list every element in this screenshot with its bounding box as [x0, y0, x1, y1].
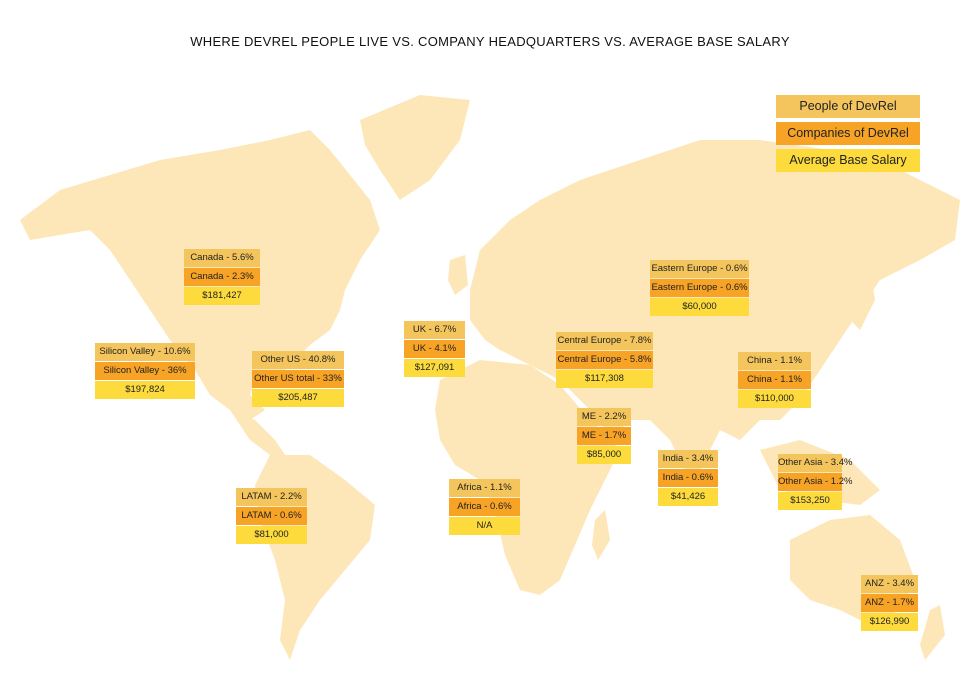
region-box-central-europe: Central Europe - 7.8% Central Europe - 5.…: [556, 332, 653, 388]
legend-companies: Companies of DevRel: [776, 122, 920, 145]
silicon-valley-companies-label: Silicon Valley - 36%: [95, 362, 195, 380]
latam-people-label: LATAM - 2.2%: [236, 488, 307, 506]
other-asia-people-label: Other Asia - 3.4%: [778, 454, 852, 472]
region-box-canada: Canada - 5.6% Canada - 2.3% $181,427: [184, 249, 260, 305]
me-salary-label: $85,000: [577, 446, 631, 464]
africa-salary-label: N/A: [449, 517, 520, 535]
eastern-europe-people-label: Eastern Europe - 0.6%: [650, 260, 749, 278]
new-zealand: [920, 605, 945, 660]
india-salary-label: $41,426: [658, 488, 718, 506]
greenland: [360, 95, 470, 200]
china-salary-label: $110,000: [738, 390, 811, 408]
south-america: [255, 455, 375, 660]
legend-people: People of DevRel: [776, 95, 920, 118]
canada-people-label: Canada - 5.6%: [184, 249, 260, 267]
canada-salary-label: $181,427: [184, 287, 260, 305]
uk-islands: [448, 255, 468, 295]
central-europe-salary-label: $117,308: [556, 370, 653, 388]
uk-companies-label: UK - 4.1%: [404, 340, 465, 358]
africa: [435, 360, 620, 595]
india-companies-label: India - 0.6%: [658, 469, 718, 487]
region-box-other-asia: Other Asia - 3.4% Other Asia - 1.2% $153,2…: [778, 454, 852, 510]
canada-companies-label: Canada - 2.3%: [184, 268, 260, 286]
region-box-silicon-valley: Silicon Valley - 10.6% Silicon Valley - 3…: [95, 343, 195, 399]
region-box-uk: UK - 6.7% UK - 4.1% $127,091: [404, 321, 465, 377]
africa-companies-label: Africa - 0.6%: [449, 498, 520, 516]
infographic-title: WHERE DEVREL PEOPLE LIVE VS. COMPANY HEA…: [190, 34, 790, 49]
me-people-label: ME - 2.2%: [577, 408, 631, 426]
madagascar: [592, 510, 610, 560]
legend: People of DevRel Companies of DevRel Ave…: [776, 95, 920, 172]
latam-companies-label: LATAM - 0.6%: [236, 507, 307, 525]
region-box-other-us: Other US - 40.8% Other US total - 33% $205…: [252, 351, 344, 407]
africa-people-label: Africa - 1.1%: [449, 479, 520, 497]
other-us-salary-label: $205,487: [252, 389, 344, 407]
india-people-label: India - 3.4%: [658, 450, 718, 468]
uk-people-label: UK - 6.7%: [404, 321, 465, 339]
central-america: [230, 410, 285, 455]
silicon-valley-people-label: Silicon Valley - 10.6%: [95, 343, 195, 361]
silicon-valley-salary-label: $197,824: [95, 381, 195, 399]
region-box-eastern-europe: Eastern Europe - 0.6% Eastern Europe - 0.…: [650, 260, 749, 316]
anz-companies-label: ANZ - 1.7%: [861, 594, 918, 612]
central-europe-companies-label: Central Europe - 5.8%: [556, 351, 653, 369]
china-people-label: China - 1.1%: [738, 352, 811, 370]
anz-people-label: ANZ - 3.4%: [861, 575, 918, 593]
region-box-latam: LATAM - 2.2% LATAM - 0.6% $81,000: [236, 488, 307, 544]
region-box-india: India - 3.4% India - 0.6% $41,426: [658, 450, 718, 506]
china-companies-label: China - 1.1%: [738, 371, 811, 389]
region-box-anz: ANZ - 3.4% ANZ - 1.7% $126,990: [861, 575, 918, 631]
me-companies-label: ME - 1.7%: [577, 427, 631, 445]
anz-salary-label: $126,990: [861, 613, 918, 631]
legend-salary: Average Base Salary: [776, 149, 920, 172]
uk-salary-label: $127,091: [404, 359, 465, 377]
region-box-africa: Africa - 1.1% Africa - 0.6% N/A: [449, 479, 520, 535]
japan: [850, 270, 875, 330]
eastern-europe-salary-label: $60,000: [650, 298, 749, 316]
latam-salary-label: $81,000: [236, 526, 307, 544]
other-us-people-label: Other US - 40.8%: [252, 351, 344, 369]
other-asia-companies-label: Other Asia - 1.2%: [778, 473, 852, 491]
central-europe-people-label: Central Europe - 7.8%: [556, 332, 653, 350]
other-asia-salary-label: $153,250: [778, 492, 842, 510]
eastern-europe-companies-label: Eastern Europe - 0.6%: [650, 279, 749, 297]
region-box-china: China - 1.1% China - 1.1% $110,000: [738, 352, 811, 408]
other-us-companies-label: Other US total - 33%: [252, 370, 344, 388]
region-box-me: ME - 2.2% ME - 1.7% $85,000: [577, 408, 631, 464]
